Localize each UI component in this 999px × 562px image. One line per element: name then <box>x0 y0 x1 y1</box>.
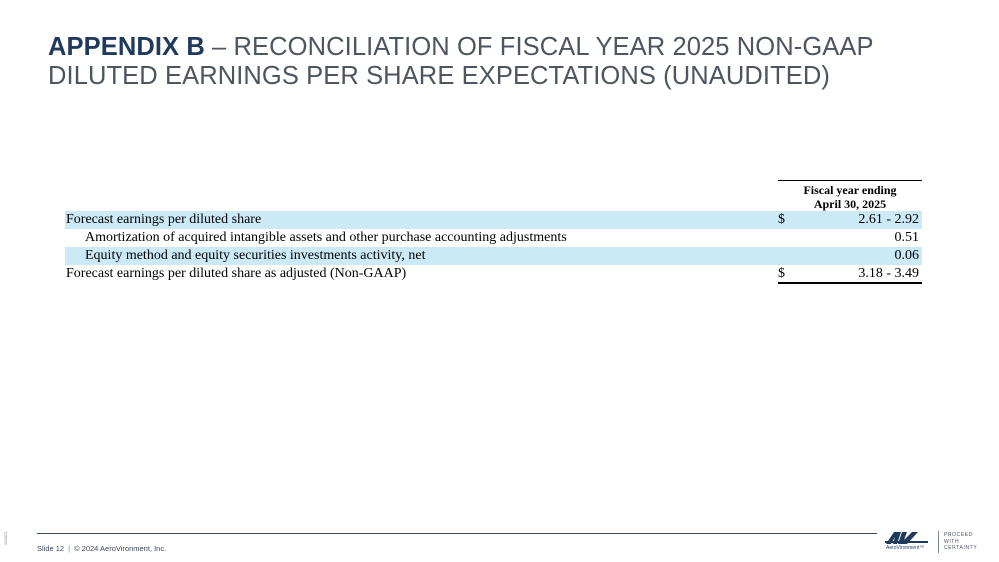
row-value: 3.18 - 3.49 <box>858 266 919 281</box>
row-currency: $ <box>778 212 785 227</box>
logo-divider <box>938 531 939 553</box>
page-title: APPENDIX B – RECONCILIATION OF FISCAL YE… <box>48 33 978 91</box>
tagline-line: CERTAINTY <box>944 545 978 551</box>
row-label: Equity method and equity securities inve… <box>85 248 426 263</box>
row-label: Forecast earnings per diluted share <box>66 212 262 227</box>
title-bold: APPENDIX B <box>48 33 205 61</box>
table-row-total: Forecast earnings per diluted share as a… <box>65 265 922 284</box>
row-currency: $ <box>778 266 785 281</box>
row-value: 0.51 <box>894 230 920 245</box>
table-row: Equity method and equity securities inve… <box>65 247 922 265</box>
column-header: Fiscal year ending April 30, 2025 <box>778 180 922 212</box>
footer: Slide 12 | © 2024 AeroVironment, Inc. <box>37 544 166 553</box>
tagline-line: WITH <box>944 538 960 545</box>
tagline: PROCEED WITH CERTAINTY <box>944 532 977 552</box>
column-header-line2: April 30, 2025 <box>778 197 922 212</box>
table-row: Forecast earnings per diluted share $ 2.… <box>65 211 922 229</box>
column-header-line1: Fiscal year ending <box>803 183 897 197</box>
av-logo-icon <box>885 532 928 544</box>
row-value: 0.06 <box>894 248 920 263</box>
table-body: Forecast earnings per diluted share $ 2.… <box>65 211 922 284</box>
total-underline <box>778 265 922 284</box>
title-rest: – RECONCILIATION OF FISCAL YEAR 2025 NON… <box>48 33 874 90</box>
row-value: 2.61 - 2.92 <box>858 212 919 227</box>
row-label: Amortization of acquired intangible asse… <box>85 230 567 245</box>
row-label: Forecast earnings per diluted share as a… <box>66 266 407 281</box>
slide-number: Slide 12 <box>37 544 65 553</box>
footer-divider <box>37 533 877 534</box>
footer-separator: | <box>68 544 71 553</box>
table-row: Amortization of acquired intangible asse… <box>65 229 922 247</box>
copyright: © 2024 AeroVironment, Inc. <box>74 544 167 553</box>
tagline-line: PROCEED <box>944 532 973 538</box>
side-code: 093823 <box>3 531 8 545</box>
logo-wordmark: AeroVironment™ <box>886 545 925 551</box>
